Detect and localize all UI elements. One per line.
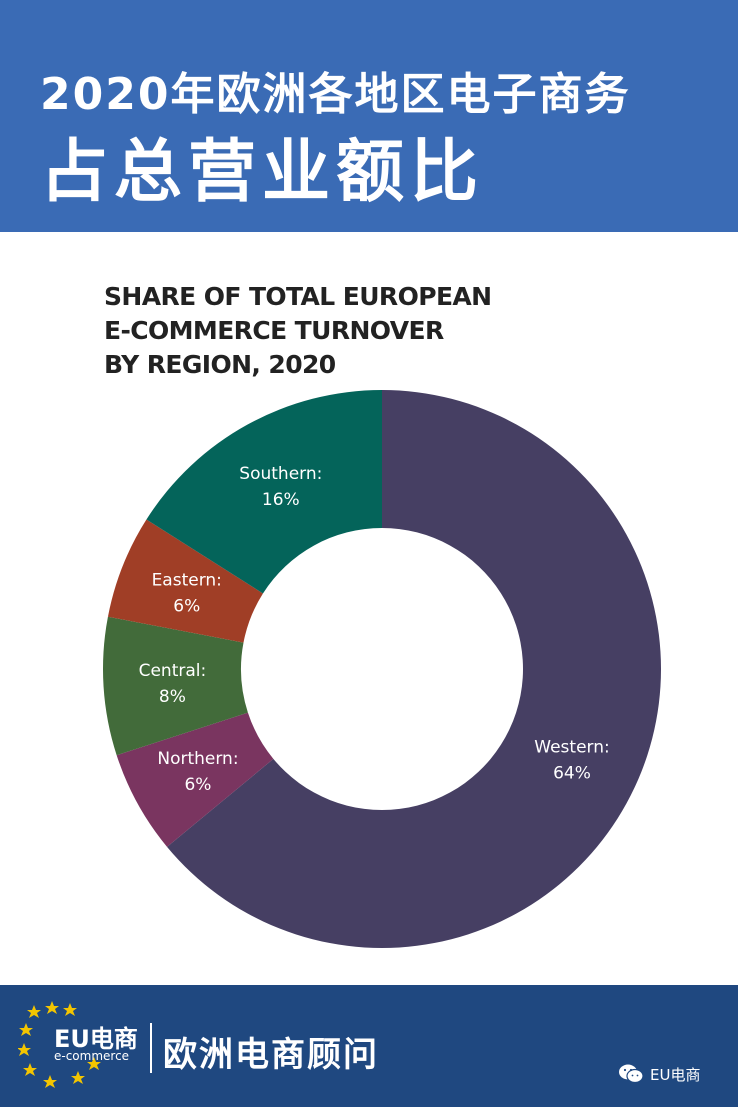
logo-text: EU电商 <box>54 1025 138 1053</box>
donut-slice-eastern <box>107 519 263 643</box>
slice-value-label: 6% <box>184 775 211 795</box>
slice-name-label: Southern: <box>239 464 322 484</box>
chart-title-line: SHARE OF TOTAL EUROPEAN <box>104 282 492 311</box>
chart-title-line: BY REGION, 2020 <box>104 350 336 379</box>
slice-name-label: Northern: <box>157 749 238 769</box>
page-title-line2: 占总营业额比 <box>40 133 485 212</box>
donut-slice-central <box>102 616 248 756</box>
footer-title: 欧洲电商顾问 <box>163 1035 379 1075</box>
slice-value-label: 16% <box>262 490 300 510</box>
header-banner: 2020年欧洲各地区电子商务 占总营业额比 <box>0 0 738 232</box>
slice-value-label: 6% <box>173 597 200 617</box>
eu-stars-icon <box>18 1001 101 1088</box>
slice-value-label: 8% <box>159 687 186 707</box>
logo-subtext: e-commerce <box>54 1049 130 1063</box>
slice-name-label: Central: <box>139 661 207 681</box>
chart-title-line: E-COMMERCE TURNOVER <box>104 316 444 345</box>
donut-slice-western <box>167 390 662 949</box>
donut-chart: Western: 64% Northern: 6% Central: 8% Eastern:… <box>102 390 662 949</box>
wechat-account-name: EU电商 <box>650 1065 701 1084</box>
donut-slice-northern <box>116 712 274 847</box>
page-title-line1: 2020年欧洲各地区电子商务 <box>40 69 631 120</box>
footer-divider <box>150 1023 152 1073</box>
donut-slice-southern <box>146 390 382 594</box>
footer-banner: EU电商 e-commerce 欧洲电商顾问 EU电商 <box>0 985 738 1107</box>
chart-title: SHARE OF TOTAL EUROPEAN E-COMMERCE TURNO… <box>104 280 492 382</box>
slice-name-label: Western: <box>534 737 609 757</box>
slice-value-label: 64% <box>553 763 591 783</box>
slice-name-label: Eastern: <box>152 571 222 591</box>
wechat-account: EU电商 <box>618 1063 700 1085</box>
wechat-icon <box>619 1064 644 1084</box>
